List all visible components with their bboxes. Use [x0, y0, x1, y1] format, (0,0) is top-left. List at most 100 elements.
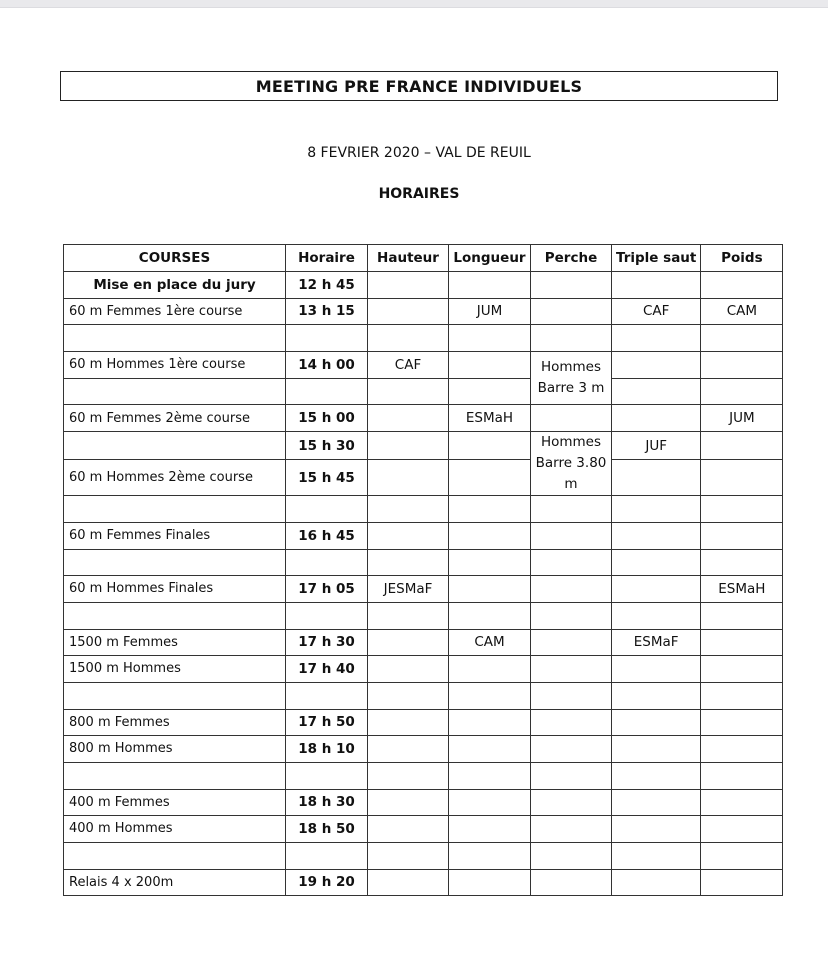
poids-cell — [700, 431, 784, 461]
document-title: MEETING PRE FRANCE INDIVIDUELS — [60, 71, 778, 101]
triple-cell — [610, 655, 702, 683]
poids-cell — [700, 681, 784, 710]
longueur-cell — [448, 601, 531, 630]
triple-cell — [610, 351, 702, 379]
poids-cell — [700, 495, 784, 523]
horaire-cell: 15 h 30 — [285, 431, 368, 461]
course-cell: Mise en place du jury — [63, 271, 286, 299]
triple-cell — [610, 459, 702, 497]
course-cell: 60 m Hommes 2ème course — [63, 459, 286, 497]
poids-cell — [700, 708, 784, 737]
poids-cell — [700, 377, 784, 406]
table-row: 60 m Femmes Finales 16 h 45 — [63, 521, 784, 550]
hauteur-cell — [367, 708, 449, 737]
perche-cell — [530, 815, 612, 844]
hauteur-cell — [367, 842, 449, 870]
hauteur-cell — [367, 271, 449, 299]
course-cell — [63, 842, 286, 870]
table-row — [63, 681, 784, 710]
hauteur-cell — [367, 459, 449, 497]
horaire-cell: 12 h 45 — [285, 271, 368, 299]
table-row: 60 m Hommes 1ère course 14 h 00 CAF Hommes … — [63, 351, 784, 406]
longueur-cell — [448, 788, 531, 817]
horaire-cell: 17 h 50 — [285, 708, 368, 737]
perche-cell — [530, 868, 612, 897]
hauteur-cell — [367, 495, 449, 523]
horaire-cell: 15 h 00 — [285, 404, 368, 433]
table-row: 800 m Femmes 17 h 50 — [63, 708, 784, 737]
horaire-cell: 15 h 45 — [285, 459, 368, 497]
poids-cell — [700, 868, 784, 897]
longueur-cell — [448, 762, 531, 790]
triple-cell: JUF — [610, 431, 702, 461]
hauteur-cell — [367, 762, 449, 790]
longueur-cell — [448, 575, 531, 603]
poids-cell — [700, 762, 784, 790]
column-header: Longueur — [448, 244, 531, 272]
course-cell: 60 m Femmes 1ère course — [63, 297, 286, 326]
course-cell: 800 m Hommes — [63, 735, 286, 763]
perche-cell — [530, 324, 612, 353]
perche-cell — [530, 708, 612, 737]
table-row — [63, 324, 784, 353]
table-row — [63, 842, 784, 870]
perche-cell — [530, 548, 612, 577]
course-cell: 60 m Femmes Finales — [63, 521, 286, 550]
hauteur-cell: JESMaF — [367, 575, 449, 603]
horaire-cell — [285, 842, 368, 870]
horaire-cell: 18 h 50 — [285, 815, 368, 844]
horaire-cell — [285, 762, 368, 790]
perche-cell — [530, 404, 612, 433]
table-row: 1500 m Hommes 17 h 40 — [63, 655, 784, 683]
perche-cell — [530, 762, 612, 790]
triple-cell — [610, 788, 702, 817]
longueur-cell — [448, 324, 531, 353]
course-cell — [63, 548, 286, 577]
longueur-cell: ESMaH — [448, 404, 531, 433]
longueur-cell: JUM — [448, 297, 531, 326]
column-header: Triple saut — [610, 244, 702, 272]
hauteur-cell — [367, 868, 449, 897]
course-cell: 1500 m Femmes — [63, 628, 286, 657]
poids-cell: ESMaH — [700, 575, 784, 603]
table-row: 400 m Hommes 18 h 50 — [63, 815, 784, 844]
longueur-cell — [448, 708, 531, 737]
hauteur-cell — [367, 377, 449, 406]
poids-cell — [700, 351, 784, 379]
hauteur-cell — [367, 628, 449, 657]
section-title: HORAIRES — [378, 186, 460, 202]
longueur-cell — [448, 351, 531, 379]
horaire-cell: 18 h 30 — [285, 788, 368, 817]
course-cell — [63, 762, 286, 790]
column-header: Horaire — [285, 244, 368, 272]
triple-cell — [610, 708, 702, 737]
longueur-cell — [448, 271, 531, 299]
table-row: 60 m Hommes Finales 17 h 05 JESMaF ESMaH — [63, 575, 784, 603]
table-row: 60 m Femmes 1ère course 13 h 15 JUM CAF CAM — [63, 297, 784, 326]
course-cell: Relais 4 x 200m — [63, 868, 286, 897]
poids-cell — [700, 628, 784, 657]
perche-cell — [530, 628, 612, 657]
column-header: Perche — [530, 244, 612, 272]
horaire-cell — [285, 324, 368, 353]
schedule-table: COURSES Horaire Hauteur Longueur Perche Tripl… — [63, 244, 784, 897]
perche-cell — [530, 655, 612, 683]
perche-cell — [530, 575, 612, 603]
hauteur-cell — [367, 404, 449, 433]
longueur-cell — [448, 868, 531, 897]
triple-cell — [610, 842, 702, 870]
triple-cell — [610, 815, 702, 844]
header-row: COURSES Horaire Hauteur Longueur Perche Tripl… — [63, 244, 784, 272]
course-cell — [63, 324, 286, 353]
poids-cell — [700, 788, 784, 817]
triple-cell — [610, 681, 702, 710]
hauteur-cell: CAF — [367, 351, 449, 379]
table-row — [63, 377, 784, 406]
perche-cell — [530, 297, 612, 326]
horaire-cell — [285, 377, 368, 406]
horaire-cell — [285, 548, 368, 577]
triple-cell — [610, 548, 702, 577]
longueur-cell — [448, 842, 531, 870]
table-row — [63, 762, 784, 790]
table-row — [63, 495, 784, 523]
